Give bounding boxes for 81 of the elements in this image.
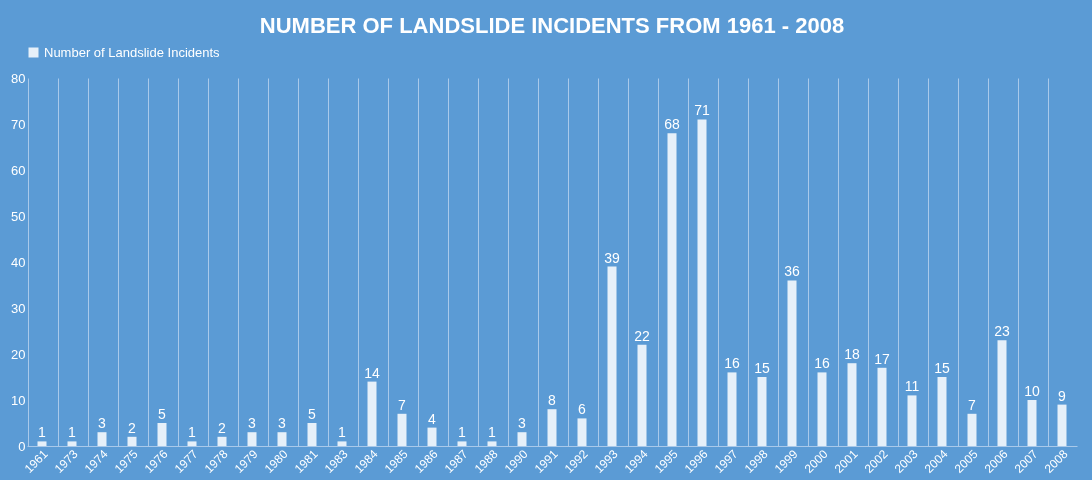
bar	[457, 441, 467, 446]
data-label: 6	[578, 401, 587, 418]
data-label: 16	[724, 355, 740, 372]
data-label: 1	[488, 424, 497, 441]
bar	[1057, 404, 1067, 446]
bar	[907, 395, 917, 446]
bar	[847, 363, 857, 446]
bar	[367, 381, 377, 446]
bar	[247, 432, 257, 446]
data-label: 15	[934, 360, 950, 376]
data-label: 15	[754, 360, 770, 376]
chart-title: NUMBER OF LANDSLIDE INCIDENTS FROM 1961 - 2008	[259, 13, 845, 38]
data-label: 1	[458, 424, 467, 441]
bar	[67, 441, 77, 446]
data-label: 16	[814, 355, 830, 372]
data-label: 11	[904, 378, 920, 395]
y-tick-label: 70	[11, 116, 26, 132]
data-label: 36	[784, 263, 800, 280]
bar	[127, 436, 137, 446]
data-label: 1	[338, 424, 347, 441]
data-label: 1	[188, 424, 197, 441]
data-label: 39	[604, 249, 620, 266]
bar	[937, 377, 947, 446]
bar	[517, 432, 527, 446]
y-tick-label: 0	[18, 438, 26, 454]
bar	[697, 119, 707, 446]
data-label: 2	[218, 419, 227, 436]
y-tick-label: 60	[11, 162, 26, 178]
bar	[757, 377, 767, 446]
bar	[727, 372, 737, 446]
bar	[997, 340, 1007, 446]
data-label: 4	[428, 410, 437, 427]
y-tick-label: 40	[11, 254, 26, 270]
data-label: 10	[1024, 383, 1040, 399]
data-label: 9	[1058, 387, 1067, 404]
y-tick-label: 50	[11, 208, 26, 224]
data-label: 23	[994, 323, 1010, 340]
legend-label: Number of Landslide Incidents	[44, 44, 221, 60]
y-tick-label: 10	[11, 392, 26, 408]
data-label: 1	[38, 424, 47, 441]
bar	[397, 413, 407, 446]
bar	[667, 133, 677, 446]
bar	[187, 441, 197, 446]
bar	[637, 344, 647, 446]
data-label: 3	[248, 415, 257, 432]
data-label: 3	[278, 415, 287, 432]
bar	[37, 441, 47, 446]
data-label: 22	[634, 327, 650, 344]
data-label: 18	[844, 346, 860, 363]
data-label: 1	[68, 424, 77, 441]
bar	[487, 441, 497, 446]
data-label: 17	[874, 350, 890, 367]
data-label: 2	[128, 419, 137, 436]
bar	[427, 427, 437, 446]
bar	[337, 441, 347, 446]
data-label: 5	[308, 406, 317, 422]
bar	[277, 432, 287, 446]
bar	[157, 423, 167, 446]
bar	[97, 432, 107, 446]
data-label: 7	[968, 396, 977, 413]
y-tick-label: 20	[11, 346, 26, 362]
data-label: 8	[548, 392, 557, 409]
data-label: 7	[398, 396, 407, 413]
y-tick-label: 80	[11, 70, 26, 86]
bar	[547, 409, 557, 446]
bar	[967, 413, 977, 446]
data-label: 3	[518, 415, 527, 432]
bar	[817, 372, 827, 446]
bar	[607, 266, 617, 446]
bar	[1027, 400, 1037, 446]
bar	[877, 367, 887, 446]
data-label: 71	[694, 102, 710, 119]
data-label: 68	[664, 116, 680, 133]
data-label: 3	[98, 415, 107, 432]
bar	[577, 418, 587, 446]
data-label: 5	[158, 406, 167, 422]
bar	[217, 436, 227, 446]
bar	[787, 280, 797, 446]
data-label: 14	[364, 364, 380, 381]
bar	[307, 423, 317, 446]
y-tick-label: 30	[11, 300, 26, 316]
